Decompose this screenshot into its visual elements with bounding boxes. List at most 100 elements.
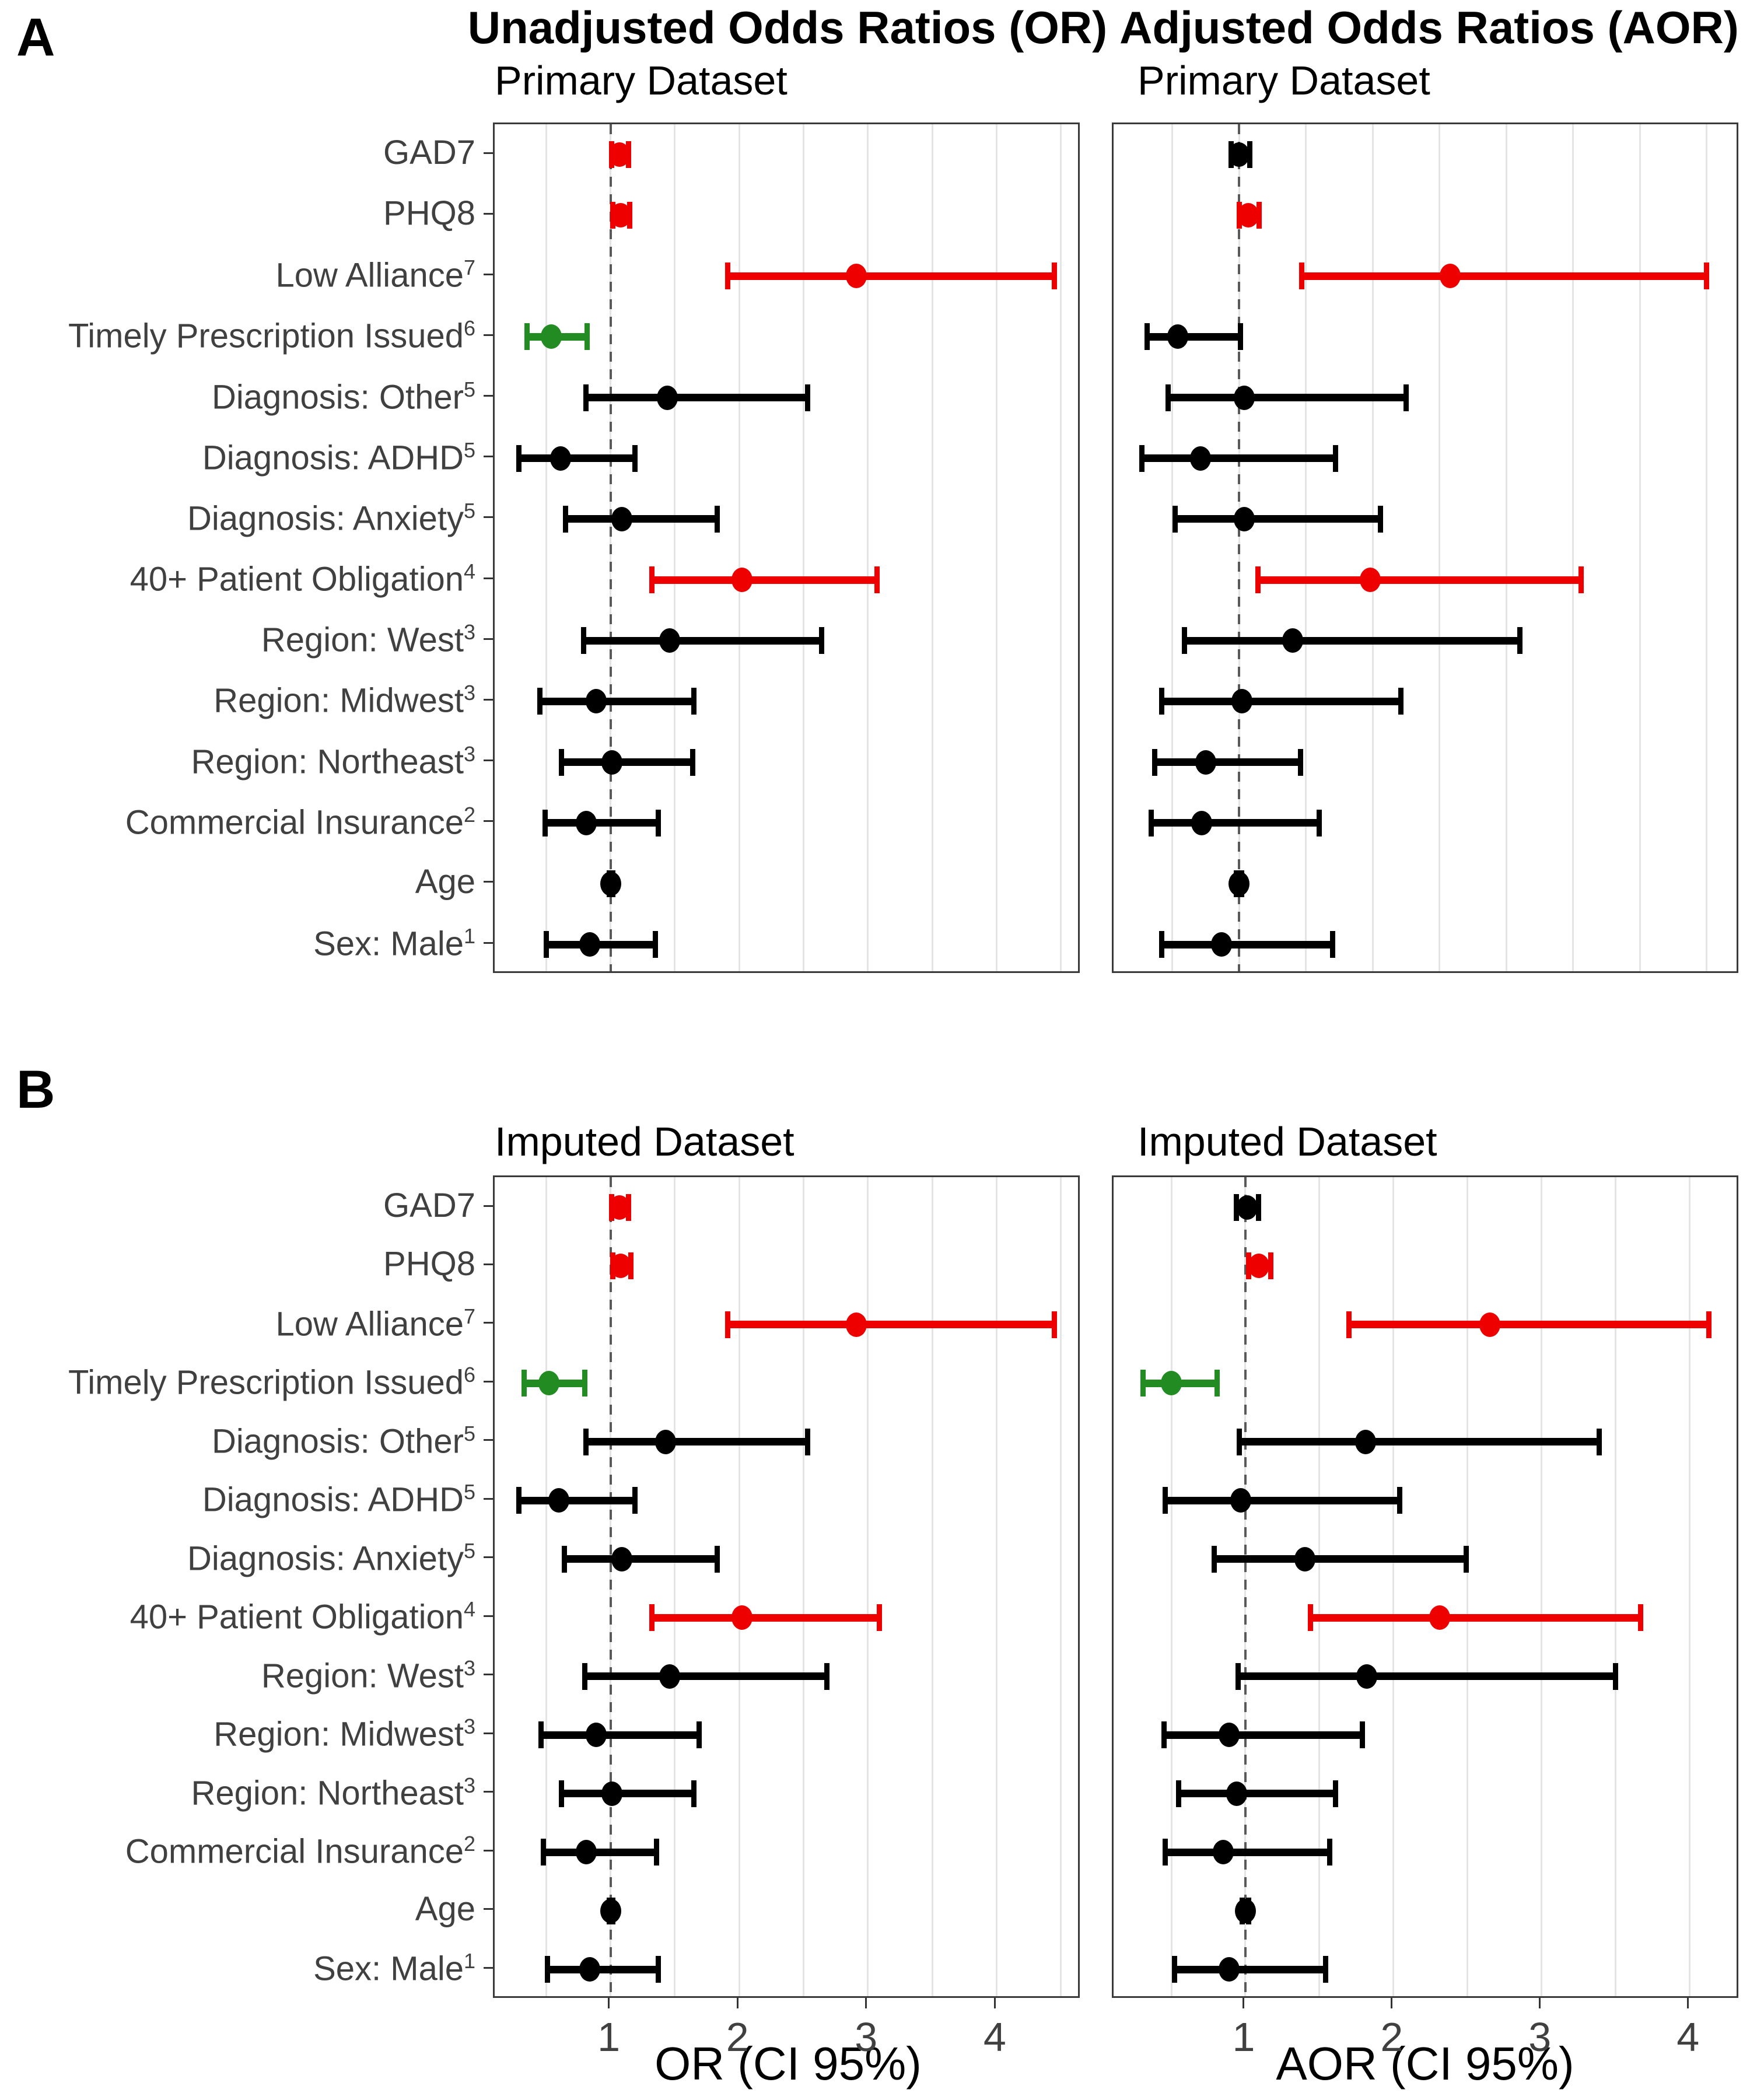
ci-cap: [655, 809, 661, 836]
ci-cap: [583, 1428, 589, 1455]
x-tick-mark: [608, 1998, 610, 2008]
ci-bar: [519, 454, 635, 463]
y-tick-mark: [484, 1263, 493, 1265]
estimate-point: [659, 1664, 681, 1689]
gridline: [1392, 1177, 1395, 1996]
gridline: [995, 1177, 998, 1996]
ci-cap: [1052, 1311, 1058, 1338]
row-label: Age: [415, 1889, 475, 1928]
ci-cap: [1212, 1545, 1217, 1573]
row-label: Low Alliance7: [275, 256, 475, 295]
ci-cap: [1144, 323, 1150, 351]
row-label: Low Alliance7: [275, 1304, 475, 1343]
estimate-point: [731, 1605, 752, 1630]
reference-line: [1244, 1177, 1247, 1996]
ci-bar: [1349, 1321, 1709, 1329]
ci-cap: [562, 505, 568, 533]
gridline: [802, 124, 804, 971]
ci-bar: [1174, 1965, 1326, 1973]
ci-bar: [727, 272, 1055, 280]
ci-bar: [561, 1790, 694, 1798]
estimate-point: [611, 506, 633, 531]
y-tick-mark: [484, 1380, 493, 1382]
ci-cap: [874, 566, 880, 594]
panel-a-aor: [1112, 123, 1738, 973]
estimate-point: [1440, 264, 1461, 289]
ci-cap: [1317, 809, 1322, 836]
estimate-point: [1219, 1723, 1240, 1748]
panel-b-aor: [1112, 1175, 1738, 1998]
ci-cap: [1158, 688, 1164, 715]
row-label: Sex: Male1: [313, 1949, 475, 1988]
ci-cap: [804, 384, 810, 411]
x-tick-label: 1: [597, 2014, 621, 2060]
ci-bar: [727, 1321, 1055, 1329]
y-tick-mark: [484, 1497, 493, 1500]
ci-bar: [1214, 1555, 1466, 1563]
gridline: [738, 124, 740, 971]
ci-cap: [1517, 627, 1522, 654]
x-tick-label: 3: [855, 2014, 878, 2060]
y-tick-mark: [484, 1732, 493, 1734]
ci-cap: [653, 931, 659, 958]
y-tick-mark: [484, 1615, 493, 1617]
ci-cap: [1235, 1662, 1241, 1690]
y-tick-mark: [484, 638, 493, 640]
ci-cap: [1378, 505, 1384, 533]
estimate-point: [575, 810, 597, 835]
row-label: Diagnosis: Anxiety5: [187, 1538, 475, 1578]
ci-cap: [1171, 1956, 1177, 1983]
estimate-point: [845, 264, 867, 289]
row-label: Diagnosis: Other5: [211, 377, 475, 416]
y-tick-mark: [484, 334, 493, 336]
panel-a-label: A: [16, 8, 55, 67]
ci-bar: [1301, 272, 1707, 280]
ci-cap: [583, 384, 589, 411]
y-tick-mark: [484, 1439, 493, 1441]
ci-cap: [541, 1839, 547, 1866]
estimate-point: [538, 1371, 559, 1396]
ci-cap: [1706, 1311, 1712, 1338]
row-label: Region: Northeast3: [191, 1773, 475, 1812]
ci-cap: [516, 1487, 522, 1514]
gridline: [1505, 124, 1507, 971]
gridline: [931, 124, 933, 971]
ci-bar: [547, 1965, 659, 1973]
ci-bar: [561, 758, 693, 766]
row-label: Commercial Insurance2: [125, 1832, 475, 1871]
gridline: [1438, 124, 1441, 971]
x-tick-mark: [1242, 1998, 1245, 2008]
ci-cap: [691, 1780, 697, 1807]
reference-line: [609, 124, 612, 971]
x-tick-mark: [865, 1998, 867, 2008]
y-tick-mark: [484, 577, 493, 579]
y-tick-mark: [484, 1908, 493, 1910]
row-label: PHQ8: [383, 1245, 475, 1283]
ci-cap: [649, 1604, 654, 1632]
ci-cap: [1158, 931, 1164, 958]
row-label: Region: Midwest3: [214, 681, 475, 720]
x-tick-label: 1: [1232, 2014, 1255, 2060]
gridline: [1371, 124, 1374, 971]
ci-cap: [724, 1311, 730, 1338]
ci-bar: [652, 1614, 880, 1622]
estimate-point: [659, 628, 681, 653]
estimate-point: [845, 1312, 867, 1337]
ci-cap: [582, 1662, 587, 1690]
ci-bar: [1151, 819, 1320, 827]
x-axis-title-aor: AOR (CI 95%): [1276, 2038, 1574, 2090]
estimate-point: [1211, 932, 1233, 957]
y-tick-mark: [484, 1849, 493, 1852]
ci-cap: [1360, 1721, 1366, 1749]
ci-cap: [654, 1839, 660, 1866]
ci-bar: [1168, 394, 1406, 402]
ci-cap: [1298, 748, 1304, 776]
ci-cap: [582, 1370, 587, 1397]
y-tick-mark: [484, 698, 493, 701]
gridline: [867, 1177, 869, 1996]
ci-bar: [584, 1672, 827, 1681]
ci-bar: [1154, 758, 1301, 766]
gridline: [1466, 1177, 1469, 1996]
ci-cap: [1704, 262, 1710, 290]
